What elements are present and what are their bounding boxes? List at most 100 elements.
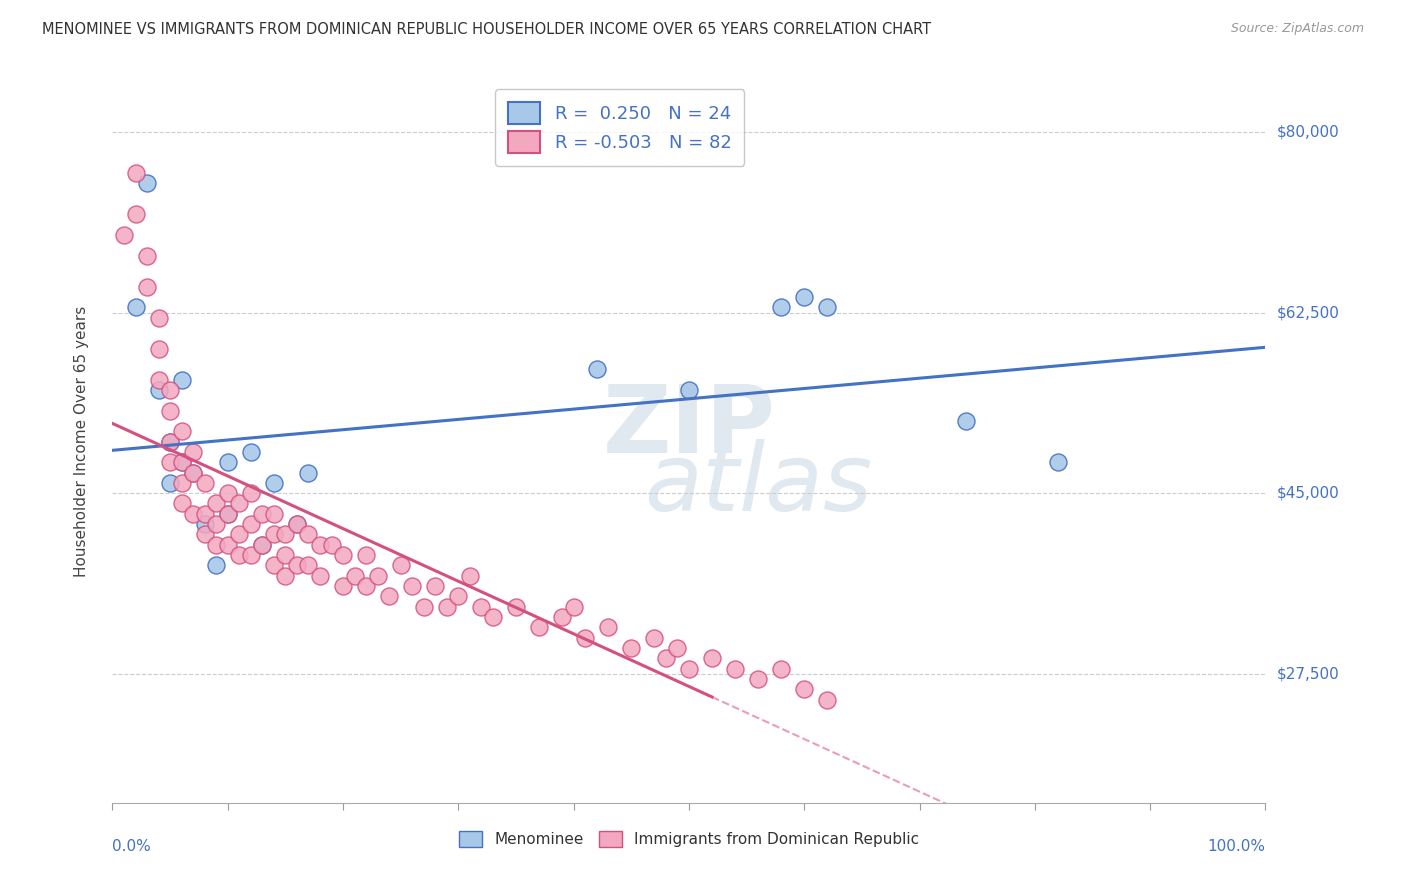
Point bbox=[274, 548, 297, 562]
Point bbox=[194, 475, 217, 490]
Point bbox=[159, 455, 181, 469]
Point bbox=[217, 486, 239, 500]
Point bbox=[170, 373, 193, 387]
Point bbox=[470, 599, 492, 614]
Point bbox=[585, 362, 607, 376]
Point bbox=[263, 507, 285, 521]
Point bbox=[239, 445, 262, 459]
Point bbox=[815, 301, 838, 315]
Point bbox=[562, 599, 585, 614]
Point bbox=[354, 579, 377, 593]
Point bbox=[574, 631, 596, 645]
Point bbox=[747, 672, 769, 686]
Point bbox=[194, 517, 217, 532]
Point bbox=[678, 662, 700, 676]
Point bbox=[309, 568, 332, 582]
Point bbox=[170, 455, 193, 469]
Point bbox=[181, 466, 204, 480]
Point bbox=[1046, 455, 1069, 469]
Point bbox=[955, 414, 977, 428]
Point bbox=[793, 682, 815, 697]
Point bbox=[136, 279, 159, 293]
Text: $27,500: $27,500 bbox=[1277, 666, 1340, 681]
Point bbox=[332, 548, 354, 562]
Point bbox=[159, 383, 181, 397]
Point bbox=[332, 579, 354, 593]
Point bbox=[181, 507, 204, 521]
Point bbox=[436, 599, 458, 614]
Point bbox=[401, 579, 423, 593]
Point bbox=[148, 373, 170, 387]
Point bbox=[297, 466, 319, 480]
Text: Source: ZipAtlas.com: Source: ZipAtlas.com bbox=[1230, 22, 1364, 36]
Point bbox=[217, 538, 239, 552]
Legend: Menominee, Immigrants from Dominican Republic: Menominee, Immigrants from Dominican Rep… bbox=[453, 825, 925, 853]
Point bbox=[666, 640, 689, 655]
Point bbox=[159, 434, 181, 449]
Point bbox=[263, 558, 285, 573]
Point bbox=[136, 249, 159, 263]
Point bbox=[793, 290, 815, 304]
Point bbox=[252, 538, 274, 552]
Point bbox=[412, 599, 434, 614]
Text: $62,500: $62,500 bbox=[1277, 305, 1340, 320]
Point bbox=[239, 517, 262, 532]
Point bbox=[309, 538, 332, 552]
Point bbox=[274, 527, 297, 541]
Point bbox=[239, 548, 262, 562]
Point bbox=[285, 558, 308, 573]
Point bbox=[655, 651, 678, 665]
Point bbox=[228, 496, 250, 510]
Point bbox=[159, 403, 181, 417]
Point bbox=[205, 538, 228, 552]
Point bbox=[181, 466, 204, 480]
Point bbox=[815, 692, 838, 706]
Point bbox=[263, 475, 285, 490]
Point bbox=[354, 548, 377, 562]
Point bbox=[239, 486, 262, 500]
Point bbox=[551, 610, 574, 624]
Text: ZIP: ZIP bbox=[603, 381, 775, 473]
Point bbox=[124, 166, 146, 180]
Point bbox=[263, 527, 285, 541]
Point bbox=[217, 507, 239, 521]
Point bbox=[136, 177, 159, 191]
Point bbox=[170, 455, 193, 469]
Point bbox=[700, 651, 723, 665]
Point bbox=[285, 517, 308, 532]
Text: $45,000: $45,000 bbox=[1277, 485, 1340, 500]
Point bbox=[159, 434, 181, 449]
Point bbox=[252, 538, 274, 552]
Point bbox=[148, 383, 170, 397]
Point bbox=[170, 424, 193, 438]
Point bbox=[527, 620, 550, 634]
Point bbox=[194, 507, 217, 521]
Point bbox=[378, 590, 401, 604]
Point bbox=[724, 662, 747, 676]
Point bbox=[297, 558, 319, 573]
Text: $80,000: $80,000 bbox=[1277, 124, 1340, 139]
Text: atlas: atlas bbox=[644, 440, 872, 531]
Point bbox=[194, 527, 217, 541]
Point bbox=[321, 538, 343, 552]
Point bbox=[297, 527, 319, 541]
Point bbox=[367, 568, 389, 582]
Point bbox=[285, 517, 308, 532]
Point bbox=[148, 342, 170, 356]
Point bbox=[770, 662, 793, 676]
Point bbox=[124, 301, 146, 315]
Point bbox=[181, 445, 204, 459]
Point bbox=[389, 558, 412, 573]
Point bbox=[447, 590, 470, 604]
Point bbox=[770, 301, 793, 315]
Point bbox=[205, 496, 228, 510]
Point bbox=[482, 610, 505, 624]
Point bbox=[598, 620, 620, 634]
Point bbox=[217, 507, 239, 521]
Point bbox=[112, 228, 135, 243]
Point bbox=[159, 475, 181, 490]
Point bbox=[205, 558, 228, 573]
Point bbox=[217, 455, 239, 469]
Point bbox=[228, 527, 250, 541]
Point bbox=[124, 207, 146, 221]
